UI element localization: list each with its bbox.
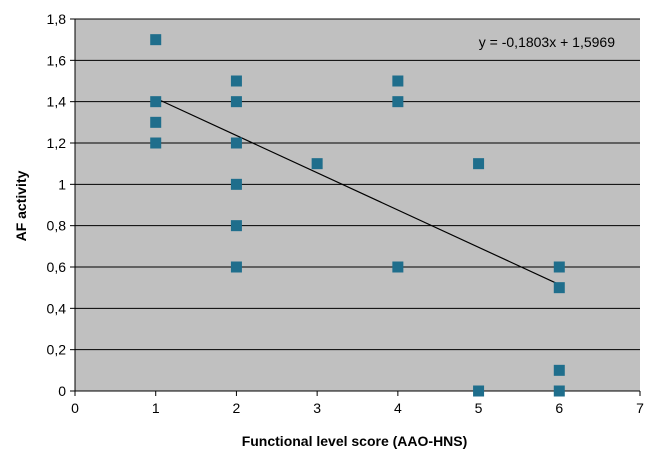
data-point-19: [553, 385, 565, 397]
x-tick-label: 4: [394, 400, 402, 416]
data-point-5: [230, 96, 242, 108]
x-tick-label: 1: [152, 400, 160, 416]
y-tick-label: 0,4: [47, 300, 67, 316]
x-tick-label: 7: [636, 400, 644, 416]
y-tick-label: 0,8: [47, 218, 67, 234]
axes: [74, 19, 640, 392]
data-point-8: [230, 220, 242, 232]
data-point-18: [553, 364, 565, 376]
x-tick-label: 2: [233, 400, 241, 416]
grid-lines: [75, 18, 640, 392]
y-tick-label: 1,4: [47, 94, 67, 110]
data-point-3: [150, 137, 162, 149]
data-point-7: [230, 178, 242, 190]
y-axis-title: AF activity: [13, 170, 29, 241]
data-point-15: [473, 385, 485, 397]
data-point-9: [230, 261, 242, 273]
data-point-0: [150, 34, 162, 46]
y-tick-label: 1,6: [47, 52, 67, 68]
data-point-16: [553, 261, 565, 273]
y-tick-labels: 0 0,2 0,4 0,6 0,8 1 1,2 1,4 1,6 1,8: [47, 11, 75, 399]
data-point-1: [150, 96, 162, 108]
data-point-2: [150, 116, 162, 128]
x-tick-label: 3: [313, 400, 321, 416]
y-tick-label: 1: [58, 176, 66, 192]
x-tick-labels: 0 1 2 3 4 5 6 7: [71, 391, 644, 416]
data-point-4: [230, 75, 242, 87]
data-point-11: [392, 75, 404, 87]
y-tick-label: 0,2: [47, 342, 67, 358]
data-points: [150, 34, 565, 397]
data-point-10: [311, 158, 323, 170]
y-tick-label: 0: [58, 383, 66, 399]
y-tick-label: 0,6: [47, 259, 67, 275]
trendline: [155, 97, 560, 286]
trendline-equation: y = -0,1803x + 1,5969: [479, 34, 615, 50]
y-tick-label: 1,2: [47, 135, 67, 151]
x-tick-label: 5: [475, 400, 483, 416]
data-point-14: [473, 158, 485, 170]
data-point-12: [392, 96, 404, 108]
x-tick-label: 6: [555, 400, 563, 416]
x-axis-title: Functional level score (AAO-HNS): [242, 433, 468, 449]
data-point-13: [392, 261, 404, 273]
data-point-17: [553, 282, 565, 294]
x-tick-label: 0: [71, 400, 79, 416]
data-point-6: [230, 137, 242, 149]
plot-area: [75, 19, 640, 391]
y-tick-label: 1,8: [47, 11, 67, 27]
